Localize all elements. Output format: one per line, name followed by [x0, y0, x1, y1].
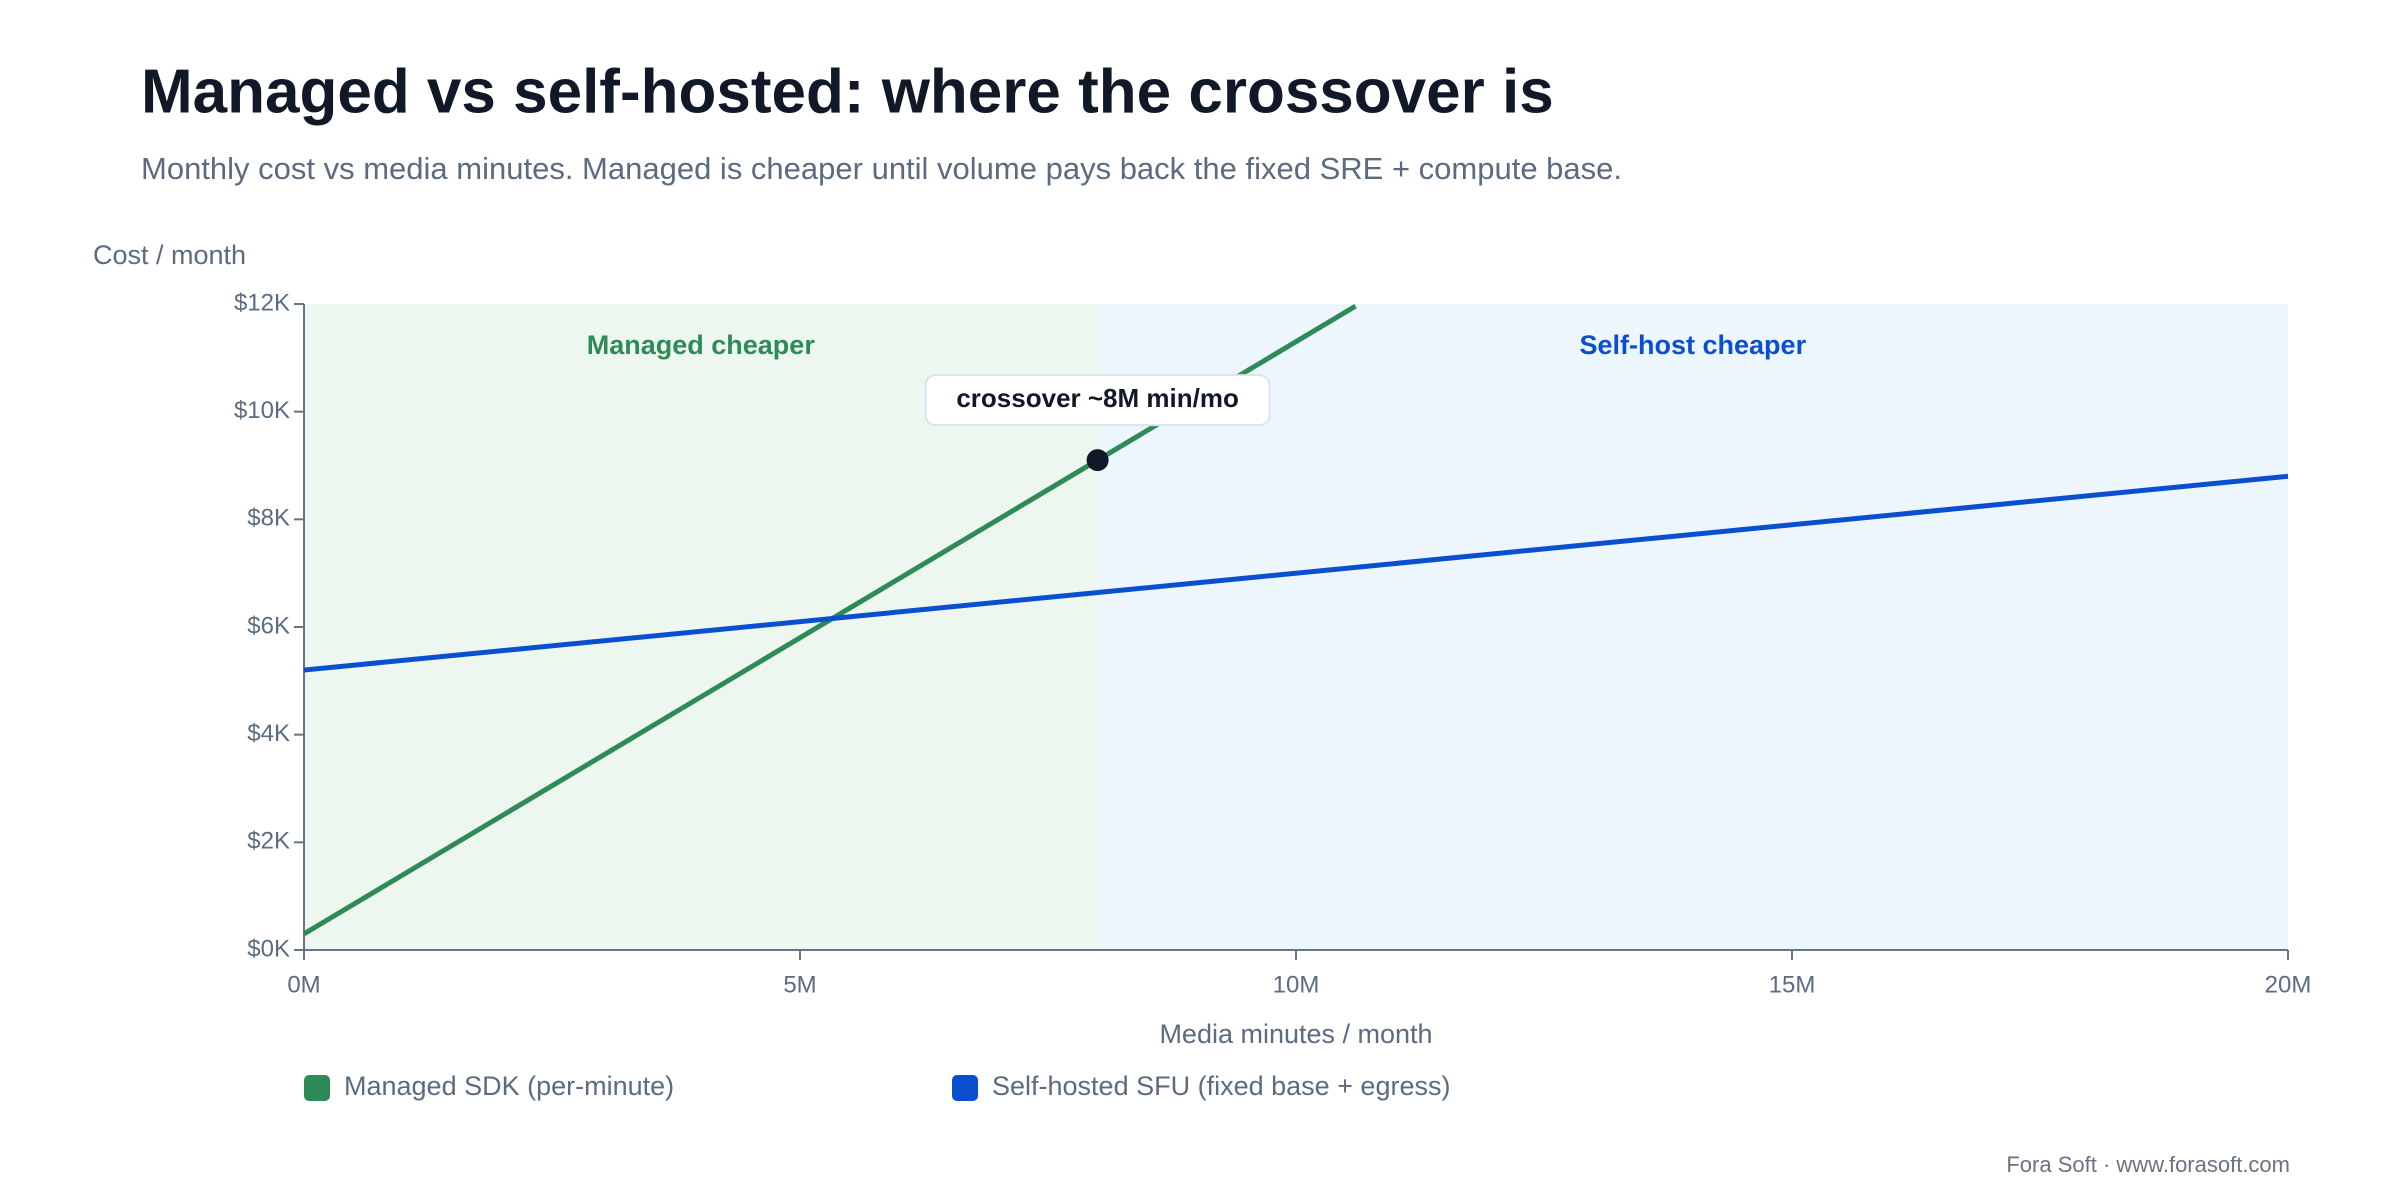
x-tick-label: 0M	[287, 971, 320, 998]
chart-title: Managed vs self-hosted: where the crosso…	[141, 57, 1554, 126]
chart-subtitle: Monthly cost vs media minutes. Managed i…	[141, 151, 1622, 186]
x-tick-label: 15M	[1769, 971, 1816, 998]
footer: Fora Soft · www.forasoft.com	[2006, 1152, 2290, 1177]
y-tick-label: $6K	[247, 612, 290, 639]
annotation-box	[924, 374, 1271, 427]
x-tick-label: 20M	[2265, 971, 2312, 998]
legend-swatch	[952, 1075, 978, 1101]
annotation-label: crossover ~8M min/mo	[956, 383, 1239, 413]
x-tick-label: 10M	[1273, 971, 1320, 998]
region-label: Self-host cheaper	[1580, 330, 1807, 360]
legend-label: Self-hosted SFU (fixed base + egress)	[992, 1071, 1450, 1101]
legend-item: Self-hosted SFU (fixed base + egress)	[952, 1071, 1450, 1101]
y-tick-label: $10K	[234, 397, 290, 424]
x-tick-label: 5M	[783, 971, 816, 998]
y-tick-label: $2K	[247, 828, 290, 855]
crossover-marker	[1086, 449, 1109, 472]
y-tick-label: $4K	[247, 720, 290, 747]
y-tick-label: $12K	[234, 289, 290, 316]
region-label: Managed cheaper	[587, 330, 816, 360]
legend-swatch	[304, 1075, 330, 1101]
y-axis-label: Cost / month	[93, 240, 246, 270]
legend-label: Managed SDK (per-minute)	[344, 1071, 674, 1101]
region	[1097, 304, 2288, 950]
series-line	[303, 473, 2289, 673]
y-tick-label: $0K	[247, 935, 290, 962]
legend-item: Managed SDK (per-minute)	[304, 1071, 674, 1101]
x-axis-label: Media minutes / month	[1159, 1019, 1432, 1049]
y-tick-label: $8K	[247, 505, 290, 532]
